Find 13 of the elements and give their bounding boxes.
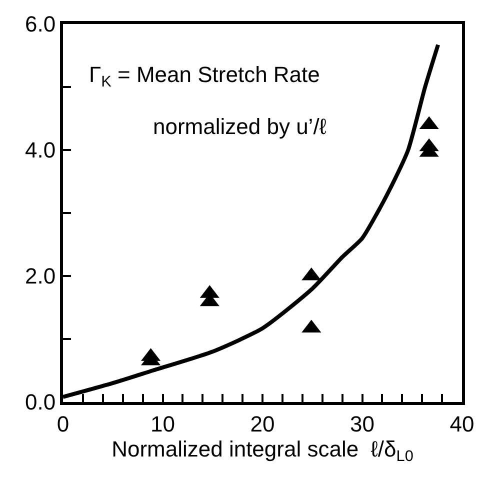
y-tick-label: 6.0 <box>25 12 56 37</box>
x-tick-label: 40 <box>450 411 474 436</box>
x-tick-label: 0 <box>56 411 70 436</box>
annotation: normalized by u’/ℓ <box>153 114 326 139</box>
annotation: Γ$_{K}$ = Mean Stretch Rate <box>89 62 320 91</box>
y-tick-label: 4.0 <box>25 138 56 163</box>
y-tick-label: 2.0 <box>25 264 56 289</box>
line-series <box>63 42 440 399</box>
y-tick-label: 0.0 <box>25 390 56 415</box>
x-tick-label: 10 <box>150 411 175 436</box>
x-tick-label: 30 <box>350 411 374 436</box>
x-tick-label: 20 <box>250 411 275 436</box>
x-axis-title: Normalized integral scale ℓ/δ$_{L0}$ <box>112 436 414 466</box>
